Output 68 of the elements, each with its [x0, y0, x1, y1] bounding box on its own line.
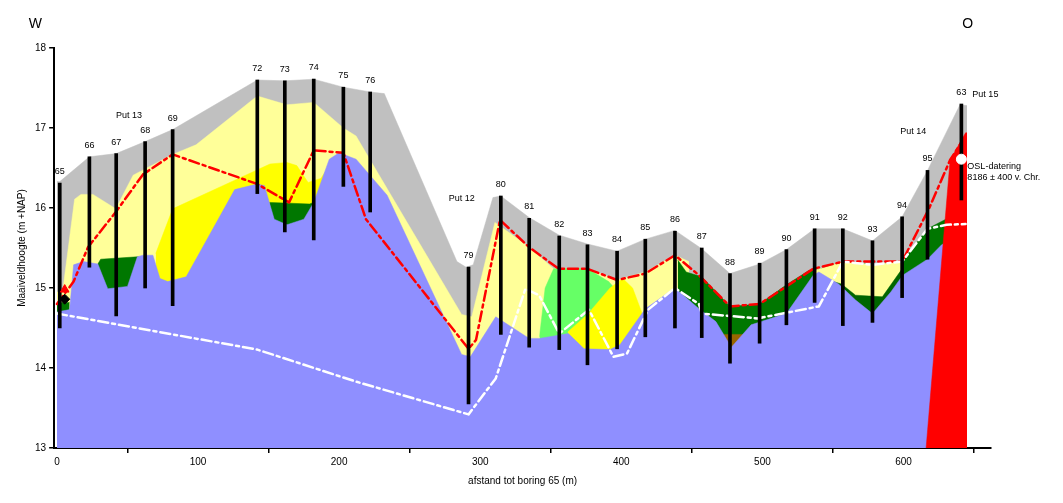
annotation: 89 — [754, 246, 765, 257]
x-tick-label: 400 — [612, 455, 631, 467]
annotation: 94 — [897, 199, 908, 210]
y-tick-label: 17 — [35, 121, 47, 133]
x-tick-label: 0 — [54, 455, 61, 467]
annotation: Put 13 — [116, 110, 143, 121]
y-tick-label: 14 — [35, 361, 47, 373]
bar — [255, 79, 260, 194]
bar — [900, 216, 904, 298]
x-axis-title: afstand tot boring 65 (m) — [468, 474, 578, 486]
annotation: 82 — [554, 218, 565, 229]
bar — [114, 153, 119, 317]
x-tick-label: 600 — [895, 455, 913, 467]
annotation: 79 — [463, 250, 474, 261]
bar — [311, 78, 316, 241]
annotation: 91 — [809, 211, 820, 222]
bar — [615, 250, 619, 350]
annotation: 65 — [54, 166, 65, 177]
annotation: 73 — [279, 63, 290, 74]
bar — [643, 238, 648, 338]
annotation: 75 — [338, 70, 349, 81]
annotation: 90 — [781, 232, 792, 243]
x-tick-label: 200 — [330, 455, 348, 467]
annotation: 74 — [308, 62, 319, 73]
y-axis-title: Maaiveldhoogte (m +NAP) — [15, 189, 27, 307]
x-tick-label: 500 — [754, 455, 772, 467]
annotation: 87 — [696, 230, 707, 241]
bar — [143, 141, 147, 289]
y-tick-label: 18 — [35, 41, 47, 53]
annotation: 81 — [524, 201, 535, 212]
text: O — [962, 14, 974, 31]
annotation: 88 — [724, 256, 735, 267]
point — [955, 153, 967, 165]
x-tick-label: 300 — [471, 455, 490, 467]
y-tick-label: 13 — [35, 441, 47, 453]
bar — [368, 91, 373, 213]
y-tick-label: 15 — [35, 281, 47, 293]
line-series — [55, 222, 967, 416]
bar — [673, 230, 677, 329]
annotation: 76 — [365, 74, 376, 85]
annotation: 84 — [612, 234, 623, 245]
annotation: Put 12 — [448, 192, 475, 203]
annotation: 85 — [640, 222, 651, 233]
annotation: 67 — [111, 136, 122, 147]
point — [59, 284, 70, 293]
x-tick-label: 100 — [189, 455, 207, 467]
annotation: 95 — [922, 153, 933, 164]
bar — [527, 218, 532, 348]
annotation: Put 14 — [900, 126, 927, 137]
annotation: 63 — [956, 86, 967, 97]
text: W — [28, 14, 43, 31]
bar — [557, 235, 562, 350]
y-tick-label: 16 — [35, 201, 47, 213]
annotation: Put 15 — [972, 88, 999, 99]
annotation: 66 — [84, 139, 95, 150]
annotation: 72 — [252, 62, 263, 73]
bar — [499, 195, 503, 335]
annotation: 86 — [669, 214, 680, 225]
annotation: 69 — [167, 112, 178, 123]
bar — [699, 247, 704, 338]
annotation: 68 — [140, 124, 151, 135]
annotation: 92 — [837, 211, 848, 222]
annotation: 80 — [495, 178, 506, 189]
annotation: OSL-datering 8186 ± 400 v. Chr. — [967, 161, 1041, 183]
bar — [841, 228, 845, 326]
annotation: 93 — [867, 223, 878, 234]
bar — [282, 80, 287, 233]
annotation: 83 — [582, 227, 593, 238]
